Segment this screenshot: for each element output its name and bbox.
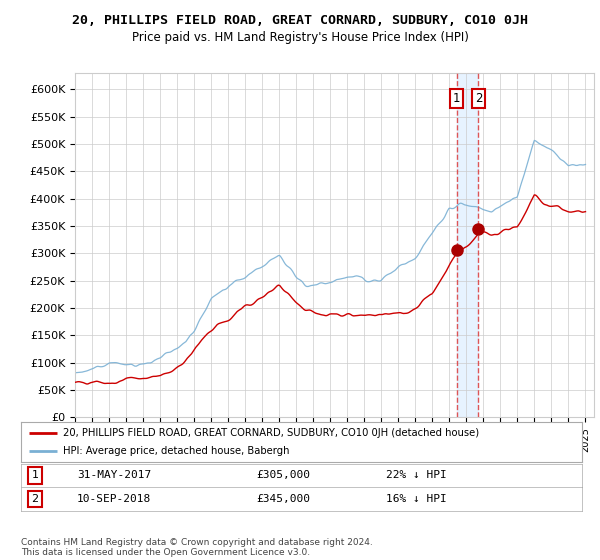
Text: Price paid vs. HM Land Registry's House Price Index (HPI): Price paid vs. HM Land Registry's House … [131,31,469,44]
Text: 16% ↓ HPI: 16% ↓ HPI [386,494,446,504]
Text: £345,000: £345,000 [257,494,311,504]
Bar [457,73,478,417]
Text: £305,000: £305,000 [257,470,311,480]
Text: 1: 1 [32,470,38,480]
Text: 2: 2 [31,494,38,504]
Text: 20, PHILLIPS FIELD ROAD, GREAT CORNARD, SUDBURY, CO10 0JH: 20, PHILLIPS FIELD ROAD, GREAT CORNARD, … [72,14,528,27]
Text: 1: 1 [453,92,460,105]
Text: HPI: Average price, detached house, Babergh: HPI: Average price, detached house, Babe… [63,446,290,456]
Text: 31-MAY-2017: 31-MAY-2017 [77,470,151,480]
Text: 20, PHILLIPS FIELD ROAD, GREAT CORNARD, SUDBURY, CO10 0JH (detached house): 20, PHILLIPS FIELD ROAD, GREAT CORNARD, … [63,428,479,437]
Text: Contains HM Land Registry data © Crown copyright and database right 2024.
This d: Contains HM Land Registry data © Crown c… [21,538,373,557]
Text: 22% ↓ HPI: 22% ↓ HPI [386,470,446,480]
Text: 2: 2 [475,92,482,105]
Text: 10-SEP-2018: 10-SEP-2018 [77,494,151,504]
